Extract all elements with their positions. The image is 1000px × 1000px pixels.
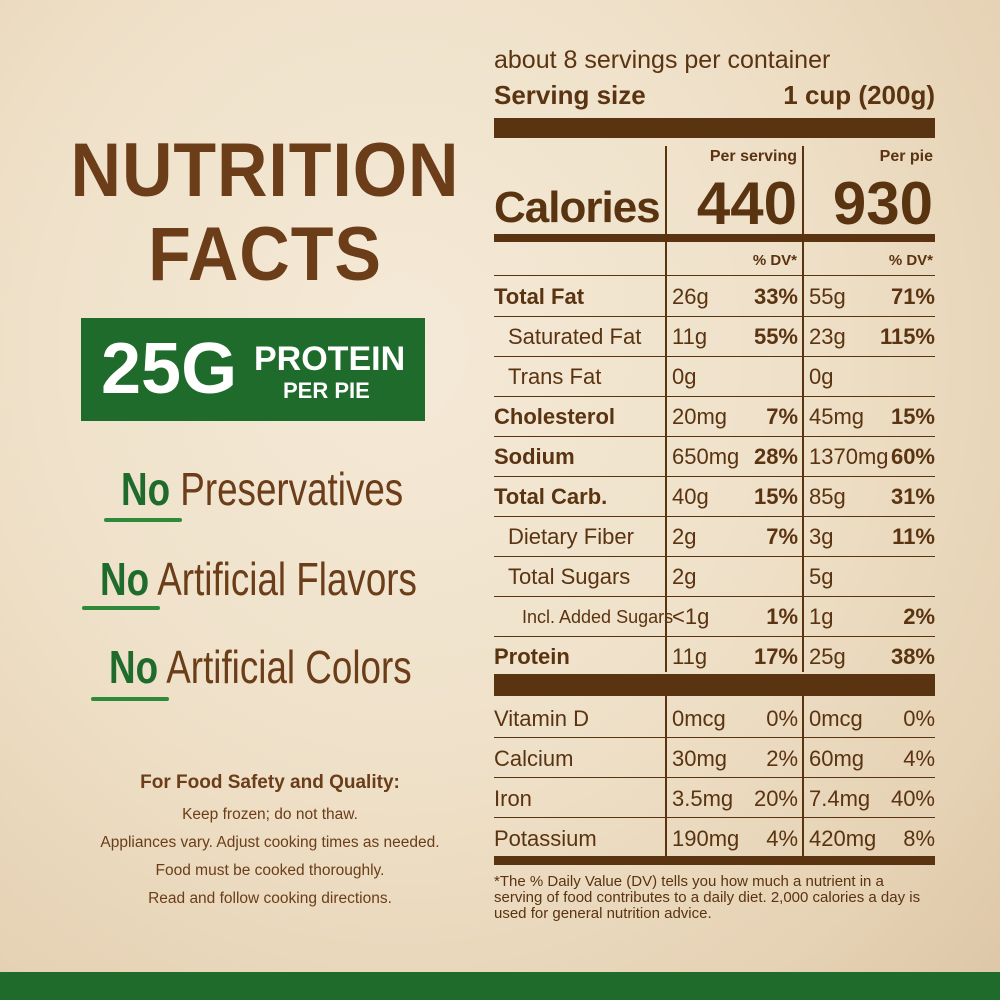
column-divider bbox=[665, 696, 667, 856]
protein-amount: 25G bbox=[101, 329, 238, 409]
nutrient-row-added-sugars: Incl. Added Sugars <1g 1% 1g 2% bbox=[522, 604, 935, 629]
row-divider bbox=[494, 737, 935, 738]
nutrient-row-saturated-fat: Saturated Fat 11g 55% 23g 115% bbox=[508, 324, 935, 349]
nutrient-row-sodium: Sodium 650mg 28% 1370mg 60% bbox=[494, 444, 935, 469]
column-divider bbox=[665, 242, 667, 672]
nutrient-row-dietary-fiber: Dietary Fiber 2g 7% 3g 11% bbox=[508, 524, 935, 549]
column-divider bbox=[802, 146, 804, 240]
safety-heading: For Food Safety and Quality: bbox=[140, 772, 400, 793]
row-divider bbox=[494, 556, 935, 557]
row-divider bbox=[494, 396, 935, 397]
row-divider bbox=[494, 596, 935, 597]
micro-row-potassium: Potassium 190mg 4% 420mg 8% bbox=[494, 826, 935, 851]
serving-size-value: 1 cup (200g) bbox=[783, 80, 935, 110]
calories-per-serving: 440 bbox=[696, 170, 797, 237]
protein-sub: PER PIE bbox=[283, 378, 370, 403]
row-divider bbox=[494, 275, 935, 276]
claim-underline bbox=[104, 518, 182, 522]
dv-header-pie: % DV* bbox=[888, 252, 933, 269]
row-divider bbox=[494, 316, 935, 317]
medium-divider bbox=[494, 856, 935, 865]
dv-header-serving: % DV* bbox=[752, 252, 797, 269]
nutrient-row-cholesterol: Cholesterol 20mg 7% 45mg 15% bbox=[494, 404, 935, 429]
row-divider bbox=[494, 356, 935, 357]
safety-line: Keep frozen; do not thaw. bbox=[182, 806, 358, 823]
claim-underline bbox=[82, 606, 160, 610]
column-divider bbox=[665, 146, 667, 240]
claim-underline bbox=[91, 697, 169, 701]
row-divider bbox=[494, 436, 935, 437]
safety-line: Appliances vary. Adjust cooking times as… bbox=[100, 834, 440, 851]
thick-divider bbox=[494, 118, 935, 138]
serving-size-label: Serving size bbox=[494, 80, 646, 110]
nutrient-row-trans-fat: Trans Fat 0g 0g bbox=[508, 364, 834, 389]
row-divider bbox=[494, 476, 935, 477]
claim-no-preservatives: No Preservatives bbox=[121, 463, 404, 515]
row-divider bbox=[494, 636, 935, 637]
thick-divider bbox=[494, 674, 935, 696]
nutrient-row-protein: Protein 11g 17% 25g 38% bbox=[494, 644, 935, 669]
page-title-line2: FACTS bbox=[148, 212, 382, 297]
nutrient-row-total-sugars: Total Sugars 2g 5g bbox=[508, 564, 834, 589]
column-divider bbox=[802, 696, 804, 856]
calories-label: Calories bbox=[494, 183, 661, 232]
protein-word: PROTEIN bbox=[254, 340, 406, 378]
row-divider bbox=[494, 777, 935, 778]
dv-footnote: *The % Daily Value (DV) tells you how mu… bbox=[494, 873, 921, 922]
row-divider bbox=[494, 817, 935, 818]
col-header-per-pie: Per pie bbox=[879, 148, 933, 165]
medium-divider bbox=[494, 234, 935, 242]
calories-per-pie: 930 bbox=[832, 170, 933, 237]
nutrient-row-total-carb: Total Carb. 40g 15% 85g 31% bbox=[494, 484, 935, 509]
claim-no-artificial-colors: No Artificial Colors bbox=[109, 641, 412, 693]
micro-row-calcium: Calcium 30mg 2% 60mg 4% bbox=[494, 746, 935, 771]
row-divider bbox=[494, 516, 935, 517]
col-header-per-serving: Per serving bbox=[709, 148, 797, 165]
safety-line: Food must be cooked thoroughly. bbox=[155, 862, 385, 879]
protein-badge: 25G PROTEIN PER PIE bbox=[81, 318, 425, 421]
servings-per-container: about 8 servings per container bbox=[494, 46, 831, 74]
claim-no-artificial-flavors: No Artificial Flavors bbox=[100, 553, 417, 605]
micro-row-iron: Iron 3.5mg 20% 7.4mg 40% bbox=[494, 786, 935, 811]
nutrient-row-total-fat: Total Fat 26g 33% 55g 71% bbox=[494, 284, 935, 309]
column-divider bbox=[802, 242, 804, 672]
bottom-green-band bbox=[0, 972, 1000, 1000]
safety-line: Read and follow cooking directions. bbox=[148, 890, 392, 907]
page-title-line1: NUTRITION bbox=[70, 128, 460, 213]
micro-row-vitamin-d: Vitamin D 0mcg 0% 0mcg 0% bbox=[494, 706, 935, 731]
